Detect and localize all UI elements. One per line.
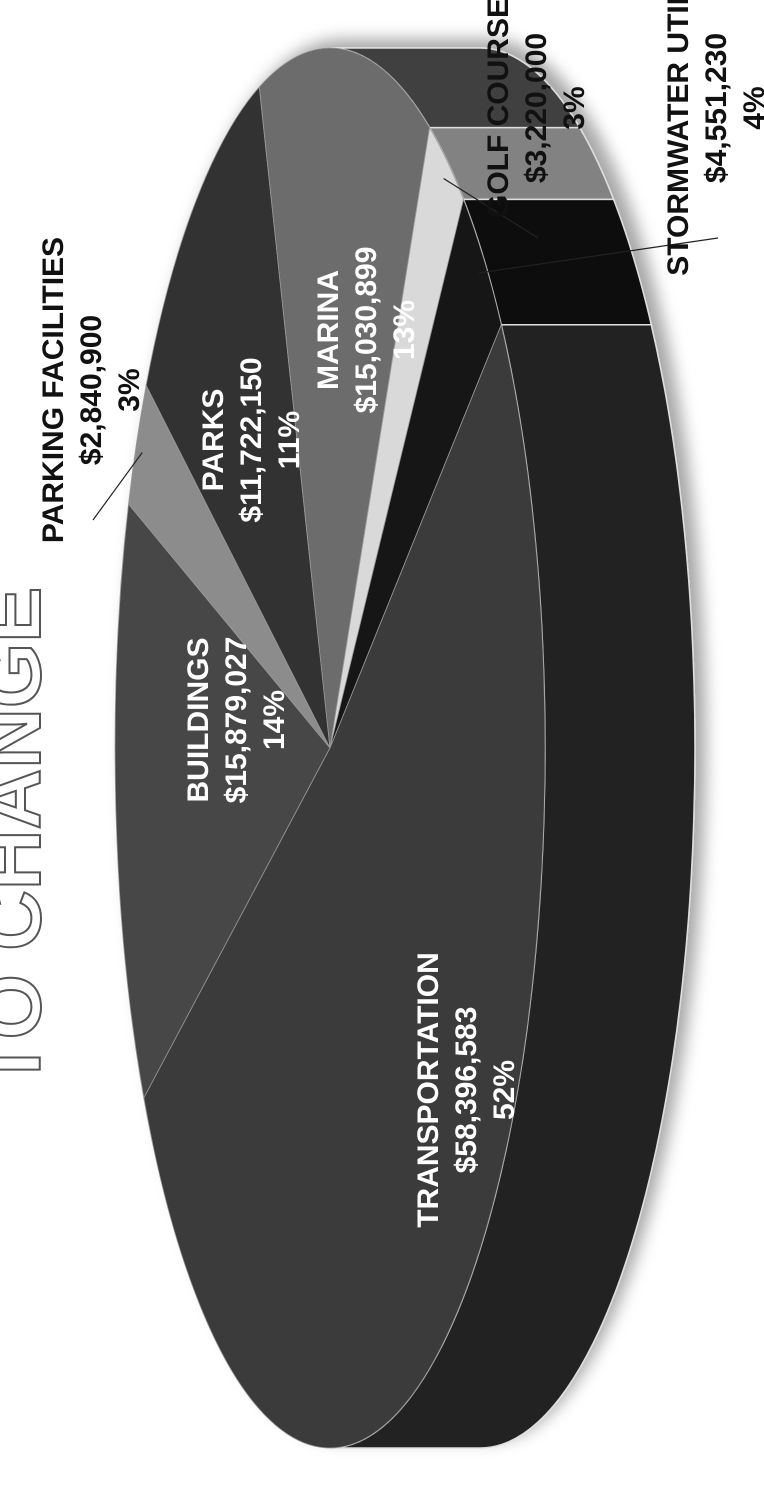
slice-name: GOLF COURSE bbox=[482, 0, 515, 218]
labels: BUILDINGS $15,879,027 14% PARKING FACILITIE… bbox=[37, 0, 764, 1228]
slice-amount: $11,722,150 bbox=[235, 357, 268, 522]
slice-name: TRANSPORTATION bbox=[412, 952, 445, 1228]
slice-amount: $15,879,027 bbox=[220, 637, 253, 804]
slice-amount: $2,840,900 bbox=[75, 315, 108, 465]
slice-name: MARINA bbox=[312, 270, 345, 390]
pie-slice bbox=[114, 503, 331, 1100]
slice-amount: $58,396,583 bbox=[450, 1007, 483, 1174]
slice-percent: 52% bbox=[488, 1060, 521, 1120]
slice-percent: 14% bbox=[258, 690, 291, 750]
slice-name: STORMWATER UTILITY bbox=[662, 0, 695, 276]
slice-name: PARKING FACILITIES bbox=[37, 237, 70, 543]
pie-slice bbox=[143, 323, 546, 1449]
pie-slice bbox=[145, 85, 331, 749]
slice-percent: 3% bbox=[558, 86, 591, 129]
rotated-chart: TO CHANGE BUILDINGS $15,879,027 14% PARKING… bbox=[0, 0, 764, 1449]
leader-line bbox=[443, 178, 539, 239]
pie-slice bbox=[258, 47, 431, 749]
slice-amount: $4,551,230 bbox=[700, 33, 733, 183]
chart-title: TO CHANGE bbox=[0, 587, 58, 1089]
slice-percent: 3% bbox=[113, 368, 146, 411]
slice-amount: $15,030,899 bbox=[350, 247, 383, 414]
slice-percent: 11% bbox=[273, 411, 306, 469]
leader-line bbox=[478, 237, 719, 274]
slice-percent: 13% bbox=[388, 300, 421, 360]
leader-line bbox=[92, 452, 143, 521]
slice-percent: 4% bbox=[738, 86, 764, 129]
slice-name: BUILDINGS bbox=[182, 638, 215, 803]
slice-amount: $3,220,000 bbox=[520, 33, 553, 183]
pie bbox=[114, 47, 696, 1449]
slice-name: PARKS bbox=[197, 389, 230, 492]
